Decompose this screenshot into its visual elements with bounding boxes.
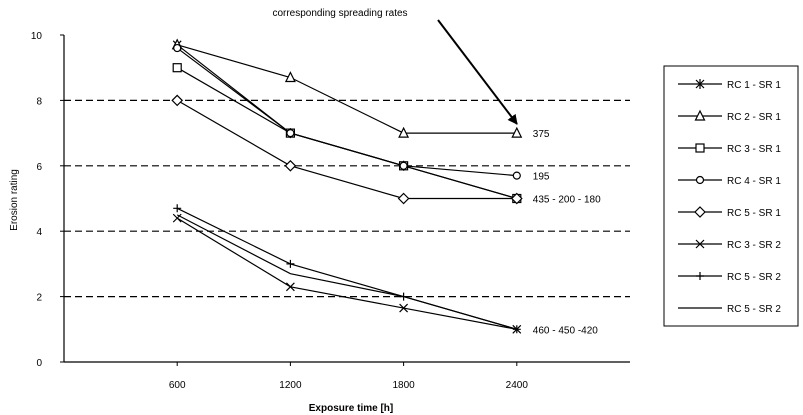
data-point xyxy=(284,71,296,83)
legend-entry: RC 3 - SR 2 xyxy=(678,239,781,251)
series-line xyxy=(176,217,517,330)
series-line xyxy=(177,44,517,134)
y-tick-label: 4 xyxy=(36,227,42,238)
series-layer xyxy=(171,38,523,334)
legend-label: RC 5 - SR 2 xyxy=(727,272,781,283)
series-1 xyxy=(172,39,522,204)
end-labels: 375 195 435 - 200 - 180 460 - 450 -420 xyxy=(533,129,601,336)
legend-entry: RC 1 - SR 1 xyxy=(678,79,781,91)
y-axis-label: Erosion rating xyxy=(9,169,20,231)
legend-marker xyxy=(695,143,705,153)
series-5 xyxy=(171,94,523,205)
x-tick-labels: 600 1200 1800 2400 xyxy=(169,362,529,391)
legend-marker xyxy=(696,272,704,280)
annotation-text: corresponding spreading rates xyxy=(272,8,407,19)
legend-label: RC 1 - SR 1 xyxy=(727,80,781,91)
y-tick-labels: 0 2 4 6 8 10 xyxy=(31,31,64,369)
legend-marker xyxy=(694,206,706,218)
series-line xyxy=(176,47,517,177)
data-point xyxy=(172,63,182,73)
legend-label: RC 5 - SR 2 xyxy=(727,304,781,315)
data-point xyxy=(512,171,521,180)
data-point xyxy=(397,192,410,205)
legend-entry: RC 2 - SR 1 xyxy=(678,109,781,123)
y-tick-label: 2 xyxy=(36,293,42,304)
y-tick-label: 6 xyxy=(36,162,42,173)
legend-entry: RC 5 - SR 1 xyxy=(678,206,781,219)
data-point xyxy=(173,204,182,213)
end-label: 195 xyxy=(533,172,550,183)
legend-label: RC 2 - SR 1 xyxy=(727,112,781,123)
legend-label: RC 5 - SR 1 xyxy=(727,208,781,219)
data-point xyxy=(286,259,295,268)
data-point xyxy=(284,159,297,172)
legend-label: RC 4 - SR 1 xyxy=(727,176,781,187)
legend-entry: RC 5 - SR 2 xyxy=(678,304,781,315)
legend-marker xyxy=(695,175,705,185)
series-line xyxy=(176,214,517,330)
y-tick-label: 10 xyxy=(31,31,43,42)
x-axis-label: Exposure time [h] xyxy=(309,403,393,414)
x-tick-label: 1800 xyxy=(392,380,415,391)
series-line xyxy=(176,99,517,200)
data-point xyxy=(511,126,523,138)
x-tick-label: 600 xyxy=(169,380,186,391)
data-point xyxy=(171,94,184,107)
series-line xyxy=(176,207,517,330)
axes xyxy=(63,35,630,363)
legend-marker xyxy=(695,239,705,249)
series-4 xyxy=(173,43,521,180)
legend-entry: RC 5 - SR 2 xyxy=(678,272,781,283)
data-point xyxy=(398,126,410,138)
annotation-arrow xyxy=(437,19,518,125)
legend-box xyxy=(663,65,799,327)
x-tick-label: 1200 xyxy=(279,380,302,391)
data-point xyxy=(286,129,295,138)
series-8 xyxy=(176,214,517,330)
legend-entry: RC 4 - SR 1 xyxy=(678,175,781,187)
y-tick-label: 0 xyxy=(36,358,42,369)
data-point xyxy=(173,43,182,53)
legend-marker xyxy=(694,109,706,121)
series-7 xyxy=(173,204,521,334)
data-point xyxy=(399,161,408,170)
series-line xyxy=(176,44,517,200)
legend: RC 1 - SR 1 RC 2 - SR 1 RC 3 - SR 1 RC 4 - … xyxy=(663,65,799,327)
legend-label: RC 3 - SR 1 xyxy=(727,144,781,155)
end-label: 460 - 450 -420 xyxy=(533,325,598,336)
end-label: 435 - 200 - 180 xyxy=(533,195,601,206)
series-2 xyxy=(171,38,523,138)
legend-entry: RC 3 - SR 1 xyxy=(678,143,781,155)
legend-marker xyxy=(695,79,705,89)
y-tick-label: 8 xyxy=(36,96,42,107)
data-point xyxy=(285,282,295,292)
grid-lines xyxy=(64,99,630,298)
data-point xyxy=(172,213,182,223)
legend-label: RC 3 - SR 2 xyxy=(727,240,781,251)
end-label: 375 xyxy=(533,129,550,140)
data-point xyxy=(510,192,523,205)
data-point xyxy=(399,303,409,313)
x-tick-label: 2400 xyxy=(506,380,529,391)
